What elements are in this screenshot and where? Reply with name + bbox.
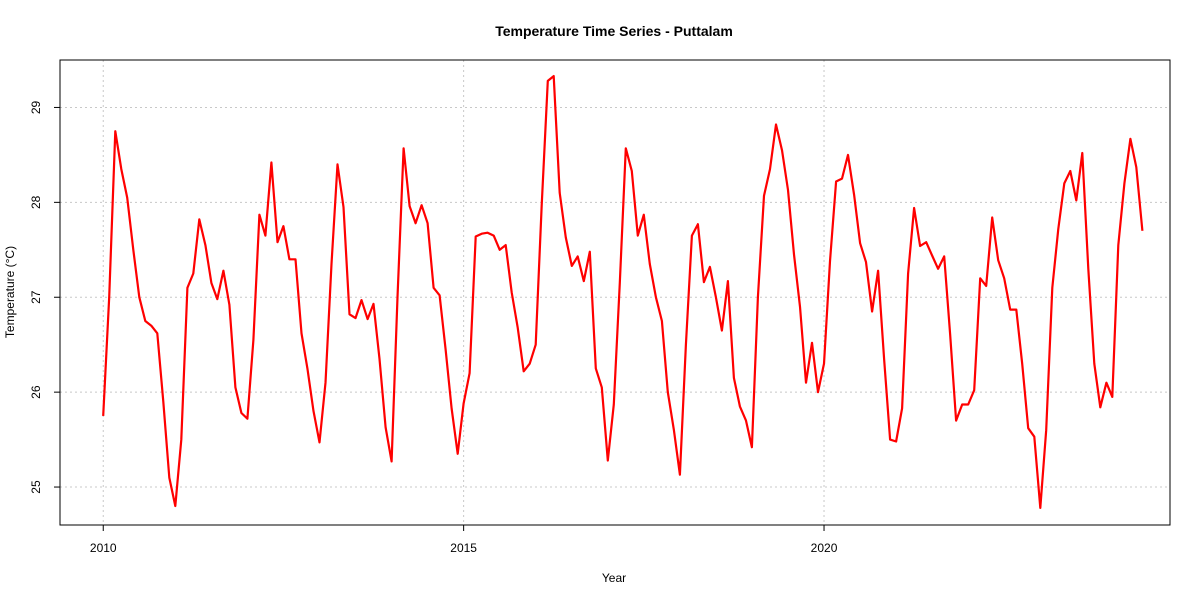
x-tick-label: 2010 <box>90 541 117 555</box>
y-tick-label: 25 <box>29 480 43 494</box>
series-layer <box>102 74 1144 509</box>
x-axis: 2010 2015 2020 <box>90 525 838 555</box>
series-line <box>102 74 1144 509</box>
y-tick-label: 28 <box>29 195 43 209</box>
y-axis-label: Temperature (°C) <box>3 246 17 338</box>
plot-frame <box>59 59 1171 526</box>
x-tick-label: 2020 <box>811 541 838 555</box>
x-tick-label: 2015 <box>450 541 477 555</box>
x-axis-label: Year <box>602 571 626 585</box>
y-tick-label: 29 <box>29 100 43 114</box>
y-tick-label: 27 <box>29 290 43 304</box>
grid-lines <box>60 60 1170 525</box>
y-axis: 25 26 27 28 29 <box>29 100 60 494</box>
chart-title: Temperature Time Series - Puttalam <box>495 23 733 39</box>
y-tick-label: 26 <box>29 385 43 399</box>
